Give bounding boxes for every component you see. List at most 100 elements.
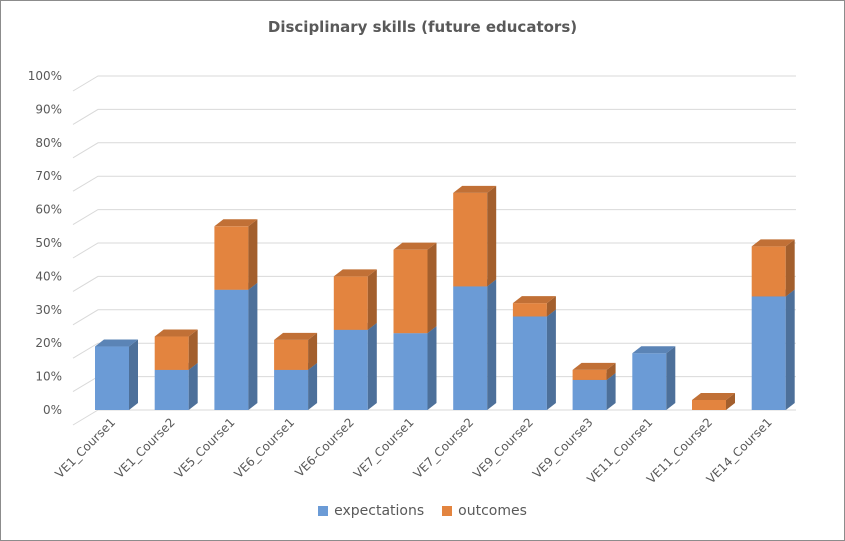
bar-expectations-VE7_Course2 <box>453 279 497 410</box>
x-tick-label: VE1_Course1 <box>52 415 118 481</box>
bar-outcomes-VE6-Course2-top <box>333 269 377 277</box>
bar-outcomes-VE6_Course1-side <box>308 332 318 370</box>
bar-expectations-VE14_Course1-side <box>785 289 795 410</box>
bar-outcomes-VE9_Course3 <box>572 362 616 380</box>
x-tick-label: VE6_Course1 <box>231 415 297 481</box>
gridline <box>72 175 796 192</box>
gridline <box>72 142 796 159</box>
bar-expectations-VE9_Course2 <box>512 309 556 410</box>
bar-expectations-VE7_Course1-front <box>393 333 428 410</box>
bar-outcomes-VE5_Course1-front <box>214 226 249 290</box>
bar-expectations-VE14_Course1-front <box>751 296 786 410</box>
bar-outcomes-VE5_Course1-top <box>214 219 258 227</box>
bar-expectations-VE1_Course1-top <box>95 339 138 347</box>
gridline <box>72 75 796 92</box>
bar-outcomes-VE9_Course3-front <box>572 369 607 380</box>
bar-outcomes-VE5_Course1 <box>214 219 258 290</box>
bar-outcomes-VE7_Course1-side <box>427 242 437 334</box>
bar-expectations-VE6_Course1 <box>274 362 318 410</box>
legend: expectations outcomes <box>0 503 845 519</box>
bar-outcomes-VE9_Course3-top <box>572 362 616 370</box>
bar-outcomes-VE1_Course2 <box>154 329 198 370</box>
bar-expectations-VE6-Course2-front <box>333 329 368 410</box>
bar-expectations-VE11_Course1-top <box>632 346 676 354</box>
bar-expectations-VE9_Course3-front <box>572 379 607 410</box>
bar-outcomes-VE6-Course2-front <box>333 276 368 330</box>
bar-expectations-VE1_Course1-front <box>95 346 129 410</box>
bar-outcomes-VE6-Course2 <box>333 269 377 330</box>
bar-outcomes-VE9_Course2-side <box>546 296 556 317</box>
bar-outcomes-VE9_Course2-front <box>512 303 547 317</box>
x-tick-label: VE5_Course1 <box>172 415 238 481</box>
bar-outcomes-VE1_Course2-top <box>154 329 198 337</box>
bar-outcomes-VE9_Course2 <box>512 296 556 317</box>
x-tick-label: VE14_Course1 <box>704 415 775 486</box>
bar-outcomes-VE11_Course2-side <box>726 392 735 410</box>
y-tick-label: 30% <box>35 303 62 317</box>
y-tick-label: 100% <box>28 69 62 83</box>
gridlines <box>72 75 796 426</box>
gridline <box>72 309 796 326</box>
bar-outcomes-VE11_Course2-top <box>692 392 735 400</box>
legend-swatch-expectations <box>318 506 329 516</box>
bar-expectations-VE5_Course1 <box>214 282 258 410</box>
gridline <box>72 275 796 292</box>
bar-outcomes-VE6_Course1 <box>274 332 318 370</box>
bar-expectations-VE11_Course1-side <box>666 346 676 410</box>
legend-item-expectations: expectations <box>318 503 424 519</box>
y-tick-label: 70% <box>35 169 62 183</box>
bar-expectations-VE5_Course1-front <box>214 289 249 410</box>
legend-swatch-outcomes <box>442 506 453 516</box>
x-tick-label: VE1_Course2 <box>112 415 178 481</box>
bar-outcomes-VE7_Course1 <box>393 242 437 334</box>
bar-expectations-VE14_Course1 <box>751 289 795 410</box>
bar-outcomes-VE14_Course1-side <box>785 239 795 297</box>
y-tick-label: 0% <box>43 403 62 417</box>
bar-expectations-VE9_Course2-front <box>512 316 547 410</box>
bar-outcomes-VE9_Course2-top <box>512 296 556 304</box>
bar-outcomes-VE6-Course2-side <box>367 269 377 330</box>
legend-item-outcomes: outcomes <box>442 503 527 519</box>
gridline <box>72 108 796 125</box>
bar-expectations-VE1_Course1 <box>95 339 138 410</box>
x-tick-labels: VE1_Course1VE1_Course2VE5_Course1VE6_Cou… <box>52 415 774 486</box>
bar-expectations-VE1_Course2-front <box>154 369 189 410</box>
x-tick-label: VE6-Course2 <box>292 415 357 480</box>
bar-expectations-VE9_Course2-side <box>546 309 556 410</box>
bar-expectations-VE7_Course2-side <box>487 279 497 410</box>
bar-outcomes-VE7_Course2-front <box>453 192 488 287</box>
gridline <box>72 342 796 359</box>
bar-outcomes-VE9_Course3-side <box>606 362 616 380</box>
bar-expectations-VE6-Course2 <box>333 322 377 410</box>
bar-expectations-VE11_Course1-front <box>632 353 667 410</box>
bar-outcomes-VE7_Course1-top <box>393 242 437 250</box>
bar-outcomes-VE14_Course1 <box>751 239 795 297</box>
y-tick-label: 60% <box>35 203 62 217</box>
gridline <box>72 242 796 259</box>
bar-outcomes-VE7_Course1-front <box>393 249 428 334</box>
bar-outcomes-VE7_Course2-top <box>453 185 497 193</box>
y-tick-label: 50% <box>35 236 62 250</box>
bar-expectations-VE1_Course1-side <box>129 339 138 410</box>
bar-outcomes-VE11_Course2 <box>692 392 735 410</box>
bar-expectations-VE1_Course2-side <box>188 362 198 410</box>
bar-expectations-VE7_Course1-side <box>427 326 437 410</box>
bar-expectations-VE6-Course2-side <box>367 322 377 410</box>
y-tick-labels: 0% 10% 20% 30% 40% 50% 60% 70% 80% 90% 100% <box>28 69 62 417</box>
bar-expectations-VE6_Course1-front <box>274 369 309 410</box>
y-tick-label: 10% <box>35 370 62 384</box>
gridline <box>72 409 796 426</box>
y-tick-label: 40% <box>35 269 62 283</box>
bar-outcomes-VE7_Course2 <box>453 185 497 287</box>
legend-label-expectations: expectations <box>334 503 425 519</box>
y-tick-label: 20% <box>35 336 62 350</box>
bar-outcomes-VE7_Course2-side <box>487 185 497 287</box>
bar-outcomes-VE5_Course1-side <box>248 219 258 290</box>
bar-expectations-VE6_Course1-side <box>308 362 318 410</box>
bar-outcomes-VE1_Course2-front <box>154 336 189 370</box>
bar-outcomes-VE6_Course1-front <box>274 339 309 370</box>
bar-outcomes-VE11_Course2-front <box>692 399 726 410</box>
bar-expectations-VE9_Course3-side <box>606 372 616 410</box>
chart-title: Disciplinary skills (future educators) <box>267 18 578 36</box>
